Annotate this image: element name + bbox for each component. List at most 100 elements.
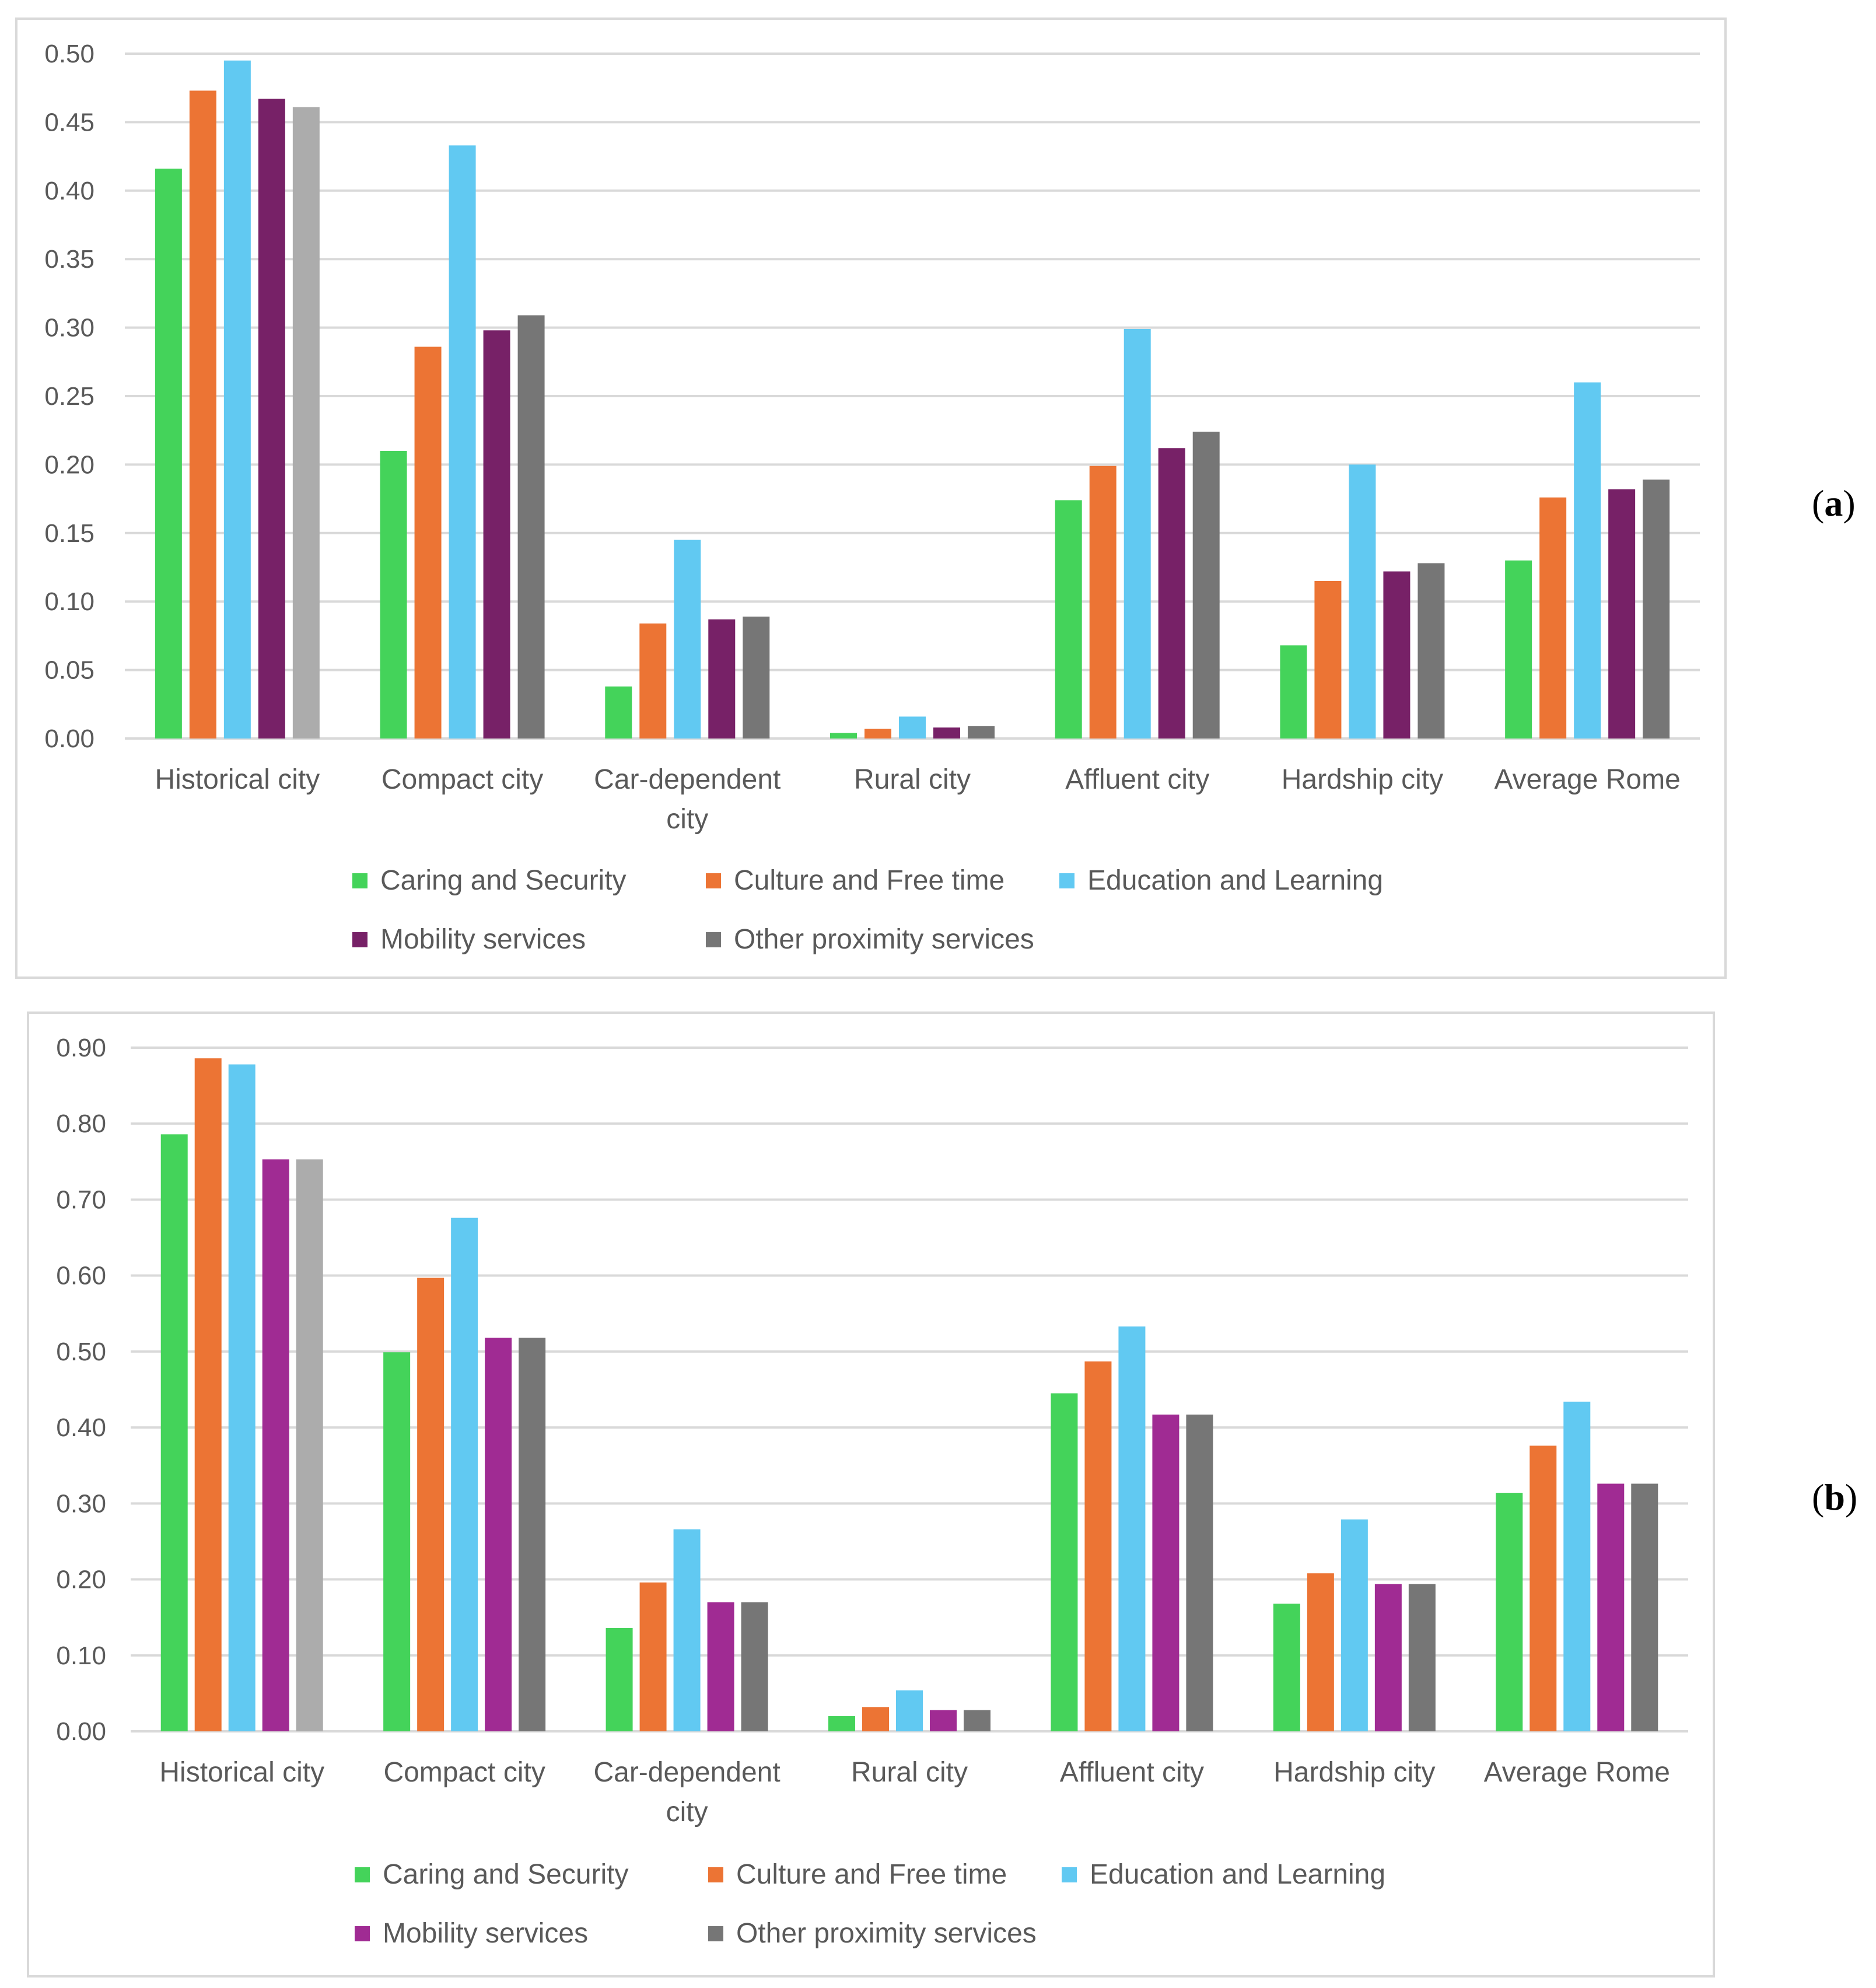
bar-education-and-learning-average-rome	[1563, 1401, 1591, 1731]
bar-education-and-learning-rural-city	[899, 716, 926, 738]
y-tick-label: 0.20	[44, 450, 94, 479]
bar-other-proximity-services-average-rome	[1643, 480, 1670, 738]
legend-swatch	[355, 1926, 370, 1941]
legend-item-education-and-learning: Education and Learning	[1062, 1859, 1415, 1891]
y-tick-label: 0.00	[44, 724, 94, 753]
legend-swatch	[352, 932, 368, 947]
bar-mobility-services-affluent-city	[1152, 1414, 1180, 1731]
y-tick-label: 0.35	[44, 245, 94, 274]
bar-other-proximity-services-car-dependent-city	[741, 1602, 768, 1731]
bar-other-proximity-services-historical-city	[296, 1159, 323, 1731]
bar-mobility-services-compact-city	[485, 1338, 512, 1731]
bar-caring-and-security-car-dependent-city	[606, 1628, 633, 1731]
legend-swatch	[708, 1926, 723, 1941]
bar-mobility-services-car-dependent-city	[708, 619, 736, 738]
bar-mobility-services-rural-city	[933, 727, 960, 738]
legend-label: Mobility services	[380, 924, 586, 955]
y-tick-label: 0.30	[56, 1489, 106, 1518]
x-category-label: Historical city	[155, 764, 320, 795]
legend-b: Caring and Security Culture and Free time…	[355, 1859, 1415, 1950]
bar-education-and-learning-historical-city	[228, 1064, 256, 1731]
bar-other-proximity-services-affluent-city	[1186, 1414, 1213, 1731]
bar-culture-and-free-time-affluent-city	[1089, 466, 1116, 738]
legend-swatch	[355, 1867, 370, 1882]
x-category-label: Historical city	[159, 1757, 324, 1788]
x-category-label: Affluent city	[1065, 764, 1209, 795]
bar-culture-and-free-time-historical-city	[189, 90, 216, 738]
legend-item-mobility-services: Mobility services	[352, 923, 706, 956]
y-tick-label: 0.80	[56, 1110, 106, 1138]
legend-swatch	[1059, 873, 1074, 888]
x-category-label: Average Rome	[1484, 1757, 1670, 1788]
bar-caring-and-security-hardship-city	[1273, 1604, 1300, 1731]
bar-culture-and-free-time-affluent-city	[1084, 1361, 1112, 1731]
bar-culture-and-free-time-rural-city	[862, 1707, 889, 1731]
legend-label: Other proximity services	[734, 924, 1034, 955]
bar-mobility-services-compact-city	[483, 330, 510, 738]
chart-panel-a: 0.00 0.05 0.10 0.15 0.20 0.25 0.30 0.35 0.40 0.45…	[15, 18, 1727, 979]
y-tick-label: 0.45	[44, 108, 94, 136]
bar-education-and-learning-hardship-city	[1340, 1519, 1368, 1731]
y-tick-label: 0.50	[56, 1338, 106, 1366]
bar-education-and-learning-car-dependent-city	[673, 1529, 701, 1731]
legend-label: Caring and Security	[383, 1859, 629, 1890]
legend-label: Education and Learning	[1090, 1859, 1386, 1890]
bar-other-proximity-services-hardship-city	[1418, 563, 1445, 738]
chart-plot-b: 0.00 0.10 0.20 0.30 0.40 0.50 0.60 0.70 0.80 0.90…	[56, 1034, 1688, 1828]
legend-swatch	[1062, 1867, 1077, 1882]
legend-item-culture-and-free-time: Culture and Free time	[706, 864, 1059, 897]
x-category-label: Compact city	[383, 1757, 545, 1788]
legend-label: Other proximity services	[736, 1918, 1037, 1949]
bar-culture-and-free-time-rural-city	[864, 729, 891, 738]
y-tick-label: 0.60	[56, 1262, 106, 1290]
bar-mobility-services-rural-city	[930, 1710, 957, 1731]
bar-caring-and-security-hardship-city	[1280, 645, 1307, 738]
bar-education-and-learning-hardship-city	[1349, 464, 1376, 738]
bar-caring-and-security-affluent-city	[1055, 500, 1082, 738]
legend-item-mobility-services: Mobility services	[355, 1917, 708, 1950]
bar-other-proximity-services-compact-city	[517, 315, 545, 738]
panel-label-a: (a)	[1812, 482, 1856, 524]
bar-other-proximity-services-affluent-city	[1192, 432, 1220, 738]
bar-caring-and-security-affluent-city	[1051, 1393, 1078, 1731]
legend-item-caring-and-security: Caring and Security	[355, 1859, 708, 1891]
bar-education-and-learning-compact-city	[449, 145, 476, 739]
bar-caring-and-security-average-rome	[1505, 560, 1532, 738]
x-category-label: Compact city	[382, 764, 543, 795]
y-tick-label: 0.20	[56, 1566, 106, 1594]
x-category-label: Affluent city	[1060, 1757, 1204, 1788]
x-category-label: Car-dependent city	[593, 1757, 780, 1828]
bar-education-and-learning-average-rome	[1574, 382, 1601, 738]
bar-education-and-learning-compact-city	[451, 1217, 478, 1731]
bar-culture-and-free-time-hardship-city	[1307, 1573, 1334, 1731]
x-category-label: Rural city	[854, 764, 971, 795]
bar-caring-and-security-rural-city	[830, 733, 857, 738]
bar-mobility-services-hardship-city	[1374, 1584, 1402, 1731]
bar-mobility-services-affluent-city	[1158, 448, 1185, 738]
bar-culture-and-free-time-car-dependent-city	[639, 623, 667, 738]
bar-other-proximity-services-historical-city	[292, 107, 320, 738]
legend-label: Culture and Free time	[734, 865, 1005, 896]
bar-mobility-services-historical-city	[258, 99, 285, 738]
legend-swatch	[706, 873, 721, 888]
y-tick-label: 0.00	[56, 1717, 106, 1746]
bar-mobility-services-hardship-city	[1383, 571, 1410, 738]
bar-culture-and-free-time-compact-city	[417, 1278, 444, 1731]
chart-panel-b: 0.00 0.10 0.20 0.30 0.40 0.50 0.60 0.70 0.80 0.90…	[27, 1012, 1715, 1978]
bar-culture-and-free-time-historical-city	[194, 1058, 222, 1731]
legend-item-other-proximity-services: Other proximity services	[708, 1917, 1062, 1950]
y-tick-label: 0.70	[56, 1185, 106, 1214]
bar-other-proximity-services-rural-city	[964, 1710, 991, 1731]
legend-item-caring-and-security: Caring and Security	[352, 864, 706, 897]
bar-caring-and-security-average-rome	[1496, 1493, 1523, 1731]
y-tick-label: 0.25	[44, 382, 94, 411]
legend-swatch	[708, 1867, 723, 1882]
bar-mobility-services-car-dependent-city	[707, 1602, 734, 1731]
bar-other-proximity-services-rural-city	[968, 726, 995, 738]
legend-a: Caring and Security Culture and Free time…	[352, 864, 1413, 956]
chart-plot-a: 0.00 0.05 0.10 0.15 0.20 0.25 0.30 0.35 0.40 0.45…	[44, 40, 1700, 835]
bar-culture-and-free-time-car-dependent-city	[639, 1582, 667, 1731]
bar-education-and-learning-affluent-city	[1124, 328, 1151, 738]
bar-other-proximity-services-hardship-city	[1408, 1584, 1436, 1731]
bar-education-and-learning-historical-city	[223, 60, 251, 739]
